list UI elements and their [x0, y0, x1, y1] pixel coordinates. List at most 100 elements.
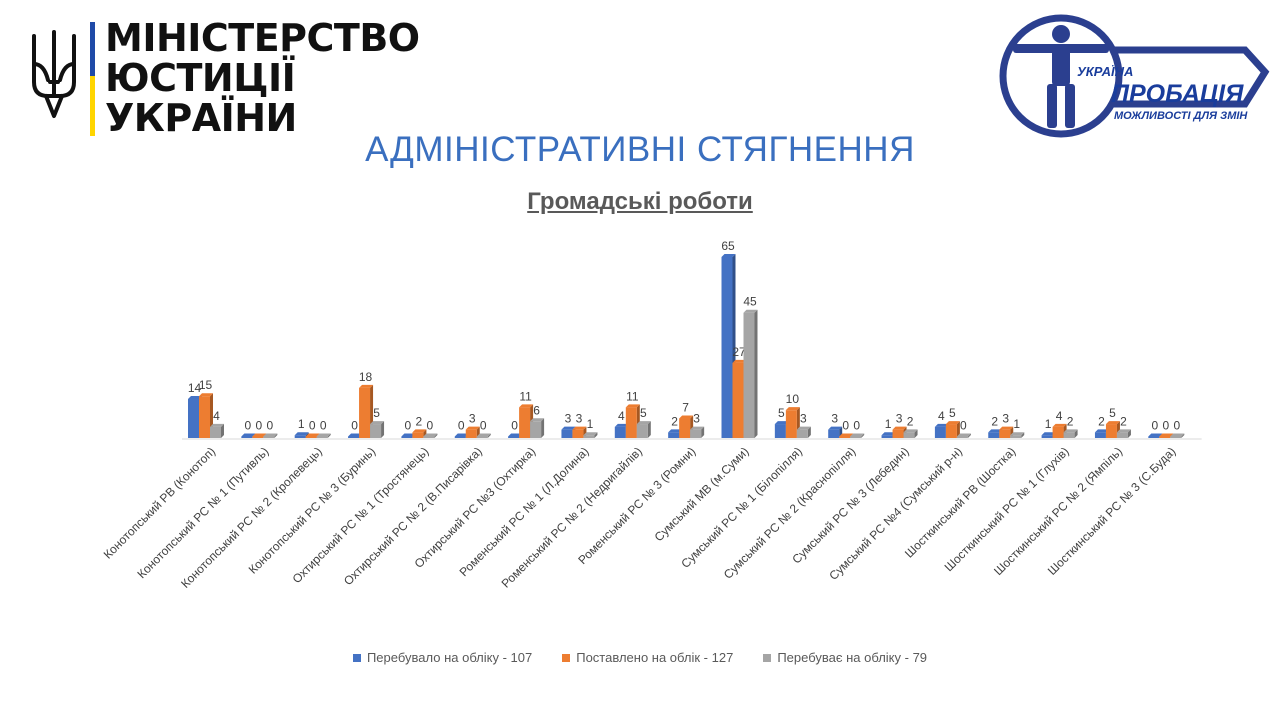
- bar-top: [412, 429, 427, 433]
- bar-top: [828, 426, 843, 430]
- bar: [199, 396, 210, 438]
- bar: [1052, 426, 1064, 438]
- legend-swatch-series1: [352, 653, 361, 662]
- bar-top: [465, 426, 480, 430]
- x-tick-label: Конотопський РВ (Конотоп): [101, 444, 218, 561]
- bar: [1105, 424, 1117, 438]
- bar: [828, 429, 840, 438]
- data-label: 0: [480, 419, 487, 433]
- data-label: 15: [199, 378, 213, 392]
- bar-side: [1074, 429, 1078, 438]
- bar-top: [454, 433, 469, 437]
- bar-top: [508, 433, 523, 437]
- bar: [1063, 432, 1075, 438]
- flag-yellow-stripe: [90, 76, 95, 136]
- bar-side: [594, 432, 598, 438]
- probation-word-text: ПРОБАЦІЯ: [1111, 80, 1244, 108]
- bar: [241, 436, 253, 438]
- data-label: 27: [732, 345, 746, 359]
- data-label: 6: [533, 403, 540, 417]
- data-label: 0: [842, 419, 849, 433]
- data-label: 0: [1151, 419, 1158, 433]
- x-tick-label: Сумський МВ (м.Суми): [652, 444, 752, 544]
- bar: [690, 429, 702, 438]
- bar-top: [1116, 429, 1131, 433]
- data-label: 2: [991, 414, 998, 428]
- bar: [614, 426, 626, 438]
- data-label: 5: [778, 406, 785, 420]
- bar-top: [690, 426, 705, 430]
- bar: [934, 426, 946, 438]
- bar-top: [1094, 429, 1109, 433]
- data-label: 65: [721, 239, 735, 253]
- bar: [316, 436, 328, 438]
- bar: [1010, 435, 1022, 438]
- data-label: 0: [245, 419, 252, 433]
- data-label: 0: [256, 419, 263, 433]
- data-label: 2: [907, 414, 914, 428]
- bar-top: [999, 426, 1014, 430]
- data-label: 4: [938, 409, 945, 423]
- data-label: 1: [1045, 417, 1052, 431]
- data-label: 0: [309, 419, 316, 433]
- data-label: 2: [1120, 414, 1127, 428]
- ministry-name-line2: ЮСТИЦІЇ УКРАЇНИ: [105, 56, 297, 140]
- bar: [263, 436, 275, 438]
- bar-top: [370, 421, 385, 425]
- bar-top: [316, 433, 331, 437]
- bar: [732, 362, 744, 438]
- bar-top: [636, 421, 651, 425]
- data-label: 5: [949, 406, 956, 420]
- bar-top: [785, 407, 800, 411]
- bar: [519, 407, 531, 438]
- data-label: 3: [469, 412, 476, 426]
- bar: [423, 436, 435, 438]
- bar-side: [754, 309, 758, 438]
- data-label: 2: [1098, 414, 1105, 428]
- bar: [252, 436, 264, 438]
- bar: [1148, 436, 1160, 438]
- probation-slogan-text: МОЖЛИВОСТІ ДЛЯ ЗМІН: [1114, 110, 1248, 122]
- bar: [348, 436, 360, 438]
- bar: [401, 436, 413, 438]
- ministry-logo: МІНІСТЕРСТВО ЮСТИЦІЇ УКРАЇНИ: [28, 18, 448, 143]
- data-label: 18: [359, 370, 373, 384]
- bar-top: [294, 432, 309, 436]
- bar: [1159, 436, 1171, 438]
- bar-top: [721, 254, 736, 257]
- data-label: 2: [671, 414, 678, 428]
- bar: [636, 424, 648, 438]
- bar-side: [647, 421, 651, 438]
- bar-top: [1170, 433, 1185, 437]
- bar: [721, 257, 733, 438]
- data-label: 3: [896, 412, 903, 426]
- bar-top: [583, 432, 598, 436]
- data-label: 3: [565, 412, 572, 426]
- bar-top: [850, 433, 865, 437]
- bar-side: [381, 421, 385, 438]
- data-label: 0: [267, 419, 274, 433]
- bar-top: [1159, 433, 1174, 437]
- data-label: 0: [351, 419, 358, 433]
- data-label: 2: [416, 414, 423, 428]
- bar: [1170, 436, 1182, 438]
- data-label: 2: [1067, 414, 1074, 428]
- bar: [881, 435, 893, 438]
- bar: [1116, 432, 1128, 438]
- legend-swatch-series2: [562, 653, 571, 662]
- data-label: 0: [427, 419, 434, 433]
- bar: [454, 436, 466, 438]
- bar: [476, 436, 488, 438]
- bar: [796, 429, 808, 438]
- bar: [1041, 435, 1053, 438]
- bar-top: [530, 418, 545, 422]
- bar-side: [1021, 432, 1025, 438]
- bar-side: [487, 433, 491, 438]
- bar-side: [327, 433, 331, 438]
- bar: [850, 436, 862, 438]
- data-label: 10: [786, 392, 800, 406]
- bar-top: [668, 429, 683, 433]
- bar-top: [1063, 429, 1078, 433]
- bar-top: [881, 432, 896, 436]
